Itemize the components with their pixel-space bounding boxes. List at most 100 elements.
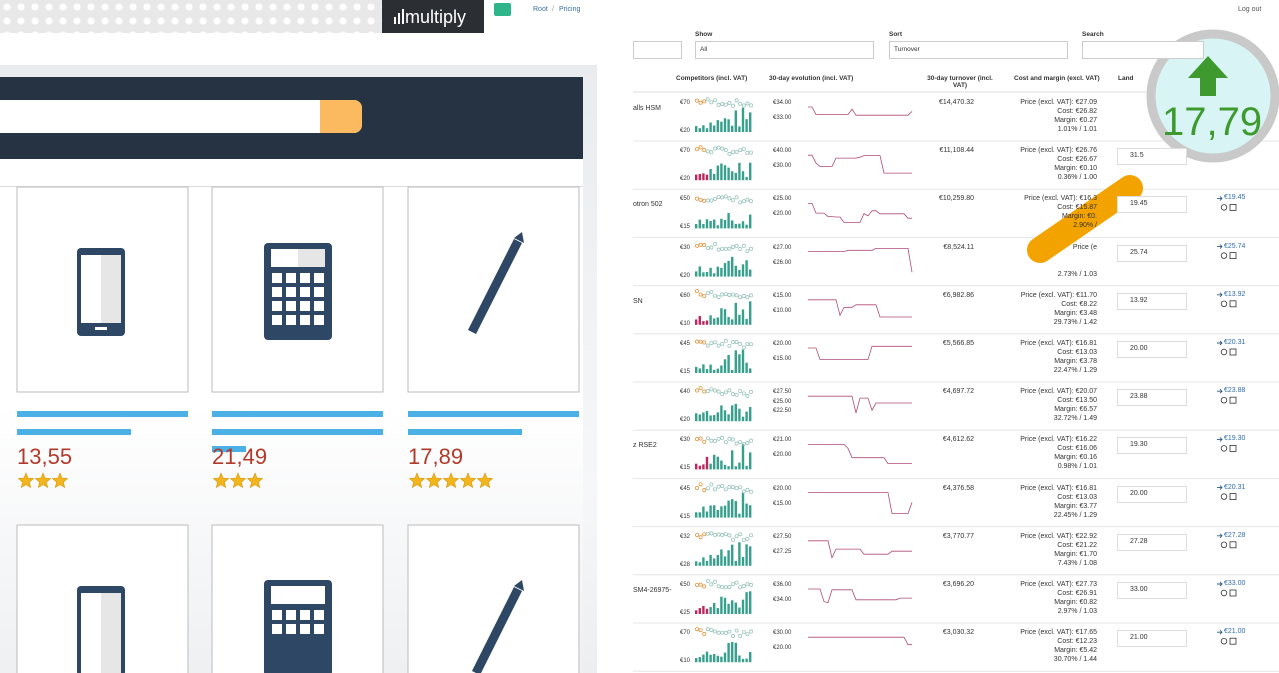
price-input[interactable] (1117, 630, 1187, 648)
star (17, 472, 35, 489)
cost-line: Cost: €13.03 (1057, 493, 1097, 501)
comp-dot (731, 292, 735, 297)
comp-dot (705, 531, 710, 536)
suggested[interactable]: €33.00 (1224, 580, 1246, 587)
comp-bar (705, 410, 709, 422)
price-input[interactable] (1117, 341, 1187, 358)
filter-box-0[interactable] (633, 41, 682, 59)
suggested[interactable]: €25.74 (1224, 242, 1246, 250)
comp-dot (727, 533, 732, 538)
filter-select[interactable] (889, 41, 1068, 59)
evo-line (808, 492, 913, 514)
cost-line: Price (excl. VAT): €16.22 (1020, 436, 1097, 444)
comp-bar (745, 119, 748, 132)
suggested[interactable]: €19.45 (1224, 194, 1246, 202)
comp-dot (738, 342, 743, 346)
comp-bar (702, 125, 705, 132)
turnover: €4,376.58 (942, 484, 974, 492)
block-icon (1220, 204, 1228, 211)
comp-bar (702, 224, 705, 229)
comp-bar (713, 369, 716, 373)
suggested[interactable]: €27.28 (1224, 531, 1246, 539)
price-input[interactable] (1117, 148, 1187, 166)
comp-bar (723, 165, 727, 181)
comp-bar (720, 308, 723, 325)
cost-line: Margin: €6.57 (1054, 406, 1097, 414)
comp-bar (720, 460, 723, 470)
comp-dot (731, 150, 735, 155)
comp-dot (709, 289, 714, 294)
comp-bar (727, 354, 730, 373)
breadcrumb-page[interactable]: Pricing (559, 6, 581, 13)
comp-bar (745, 503, 748, 518)
comp-dot (709, 387, 714, 392)
shop-search[interactable] (0, 100, 362, 133)
star (212, 472, 230, 489)
price-input[interactable] (1117, 485, 1187, 503)
comp-bar (716, 225, 719, 229)
comp-bar (727, 260, 730, 277)
comp-bar (720, 596, 723, 614)
comp-bar (698, 315, 701, 325)
arrow (1217, 292, 1223, 298)
search-box[interactable] (1082, 41, 1204, 59)
input-value: 21.00 (1130, 634, 1148, 642)
comp-dot (713, 340, 717, 345)
comp-dot (731, 340, 735, 344)
star (34, 472, 52, 489)
price-input[interactable] (1117, 244, 1187, 262)
turnover: €5,566.85 (942, 340, 974, 347)
price-input[interactable] (1117, 582, 1187, 599)
comp-bar (734, 501, 737, 518)
price-input[interactable] (1117, 389, 1187, 407)
comp-min: €15 (680, 369, 691, 375)
comp-dot (702, 532, 707, 537)
comp-min: €10 (680, 320, 691, 327)
comp-dot (731, 537, 735, 542)
comp-bar (720, 656, 723, 663)
comp-dot (745, 582, 750, 587)
filter-select[interactable] (695, 41, 874, 59)
comp-dot (716, 630, 721, 635)
suggested[interactable]: €21.00 (1224, 628, 1246, 636)
comp-dot (702, 99, 707, 104)
comp-dot (709, 150, 714, 155)
comp-bar (738, 513, 741, 518)
comp-bar (709, 122, 712, 132)
evo-line (808, 106, 913, 116)
comp-bar (709, 364, 712, 373)
suggested[interactable]: €19.30 (1224, 435, 1246, 443)
comp-dot (749, 246, 753, 251)
price-input[interactable] (1117, 196, 1187, 214)
comp-bar (731, 125, 734, 132)
input-value: 25.74 (1130, 248, 1148, 256)
comp-dot (723, 390, 728, 395)
comp-bar (720, 365, 723, 373)
suggested[interactable]: €13.92 (1224, 290, 1246, 298)
price-input[interactable] (1117, 437, 1187, 455)
product-name: otron 502 (633, 201, 663, 209)
cost-line: 29.73% / 1.42 (1053, 318, 1097, 326)
price-input[interactable] (1117, 533, 1187, 551)
suggested[interactable]: €20.31 (1224, 339, 1246, 346)
menu-button[interactable] (494, 3, 511, 16)
comp-bar (716, 456, 719, 470)
comp-dot (698, 242, 703, 247)
comp-bar (738, 462, 741, 470)
comp-bar (745, 224, 748, 229)
comp-bar (745, 260, 748, 277)
comp-bar (741, 492, 745, 518)
suggested[interactable]: €20.31 (1224, 483, 1246, 491)
comp-max: €50 (680, 582, 691, 588)
breadcrumb-root[interactable]: Root (533, 6, 548, 13)
comp-bar (716, 368, 719, 373)
logout[interactable]: Log out (1238, 6, 1262, 13)
evo-line (808, 248, 913, 273)
comp-dot (741, 538, 746, 543)
comp-max: €45 (680, 341, 691, 347)
comp-bar (727, 550, 730, 566)
comp-bar (716, 412, 719, 422)
comp-bar (727, 167, 730, 181)
suggested[interactable]: €23.88 (1224, 387, 1246, 395)
price-input[interactable] (1117, 292, 1187, 310)
